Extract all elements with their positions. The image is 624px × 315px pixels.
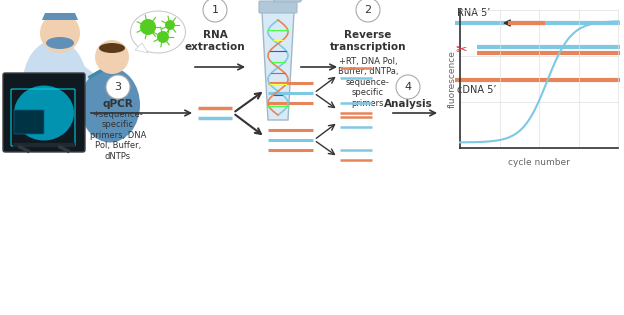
Text: cDNA 5’: cDNA 5’ <box>457 85 497 95</box>
Text: 3: 3 <box>114 82 122 92</box>
FancyBboxPatch shape <box>14 110 44 134</box>
Circle shape <box>157 31 169 43</box>
Text: qPCR: qPCR <box>102 99 134 109</box>
Text: 1: 1 <box>212 5 218 15</box>
Circle shape <box>140 19 156 35</box>
Circle shape <box>165 20 175 30</box>
Text: 4: 4 <box>404 82 412 92</box>
Text: fluorescence: fluorescence <box>447 50 457 108</box>
Ellipse shape <box>46 37 74 49</box>
FancyBboxPatch shape <box>3 73 85 152</box>
Text: cycle number: cycle number <box>508 158 570 167</box>
Ellipse shape <box>14 85 74 140</box>
Text: RNA
extraction: RNA extraction <box>185 30 245 52</box>
Bar <box>460 10 618 148</box>
Circle shape <box>40 13 80 53</box>
Polygon shape <box>273 0 306 2</box>
Text: +RT, DNA Pol,
Buffer, dNTPa,
sequence-
specific
primers: +RT, DNA Pol, Buffer, dNTPa, sequence- s… <box>338 57 398 108</box>
Ellipse shape <box>99 43 125 53</box>
FancyBboxPatch shape <box>259 1 297 13</box>
Circle shape <box>95 40 129 74</box>
Text: RNA 5’: RNA 5’ <box>457 8 490 18</box>
Polygon shape <box>135 43 148 53</box>
Ellipse shape <box>22 40 87 130</box>
Ellipse shape <box>80 67 140 142</box>
Ellipse shape <box>130 11 185 53</box>
Circle shape <box>396 75 420 99</box>
Circle shape <box>356 0 380 22</box>
Text: +sequence-
specific
primers, DNA
Pol, Buffer,
dNTPs: +sequence- specific primers, DNA Pol, Bu… <box>90 110 146 161</box>
Text: ✂: ✂ <box>455 43 467 57</box>
Polygon shape <box>42 13 78 20</box>
Text: 2: 2 <box>364 5 371 15</box>
Circle shape <box>203 0 227 22</box>
Text: Analysis: Analysis <box>384 99 432 109</box>
Text: Reverse
transcription: Reverse transcription <box>329 30 406 52</box>
Circle shape <box>106 75 130 99</box>
Polygon shape <box>262 12 294 120</box>
